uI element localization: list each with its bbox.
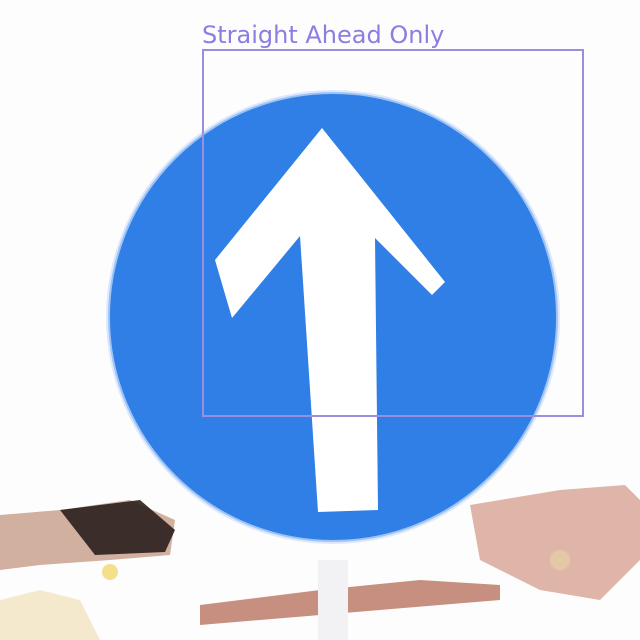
detection-bounding-box <box>202 49 584 417</box>
detection-label: Straight Ahead Only <box>202 21 445 49</box>
background-clutter <box>0 485 640 640</box>
arrow-up-icon <box>215 128 445 512</box>
sign-pole <box>318 560 348 640</box>
